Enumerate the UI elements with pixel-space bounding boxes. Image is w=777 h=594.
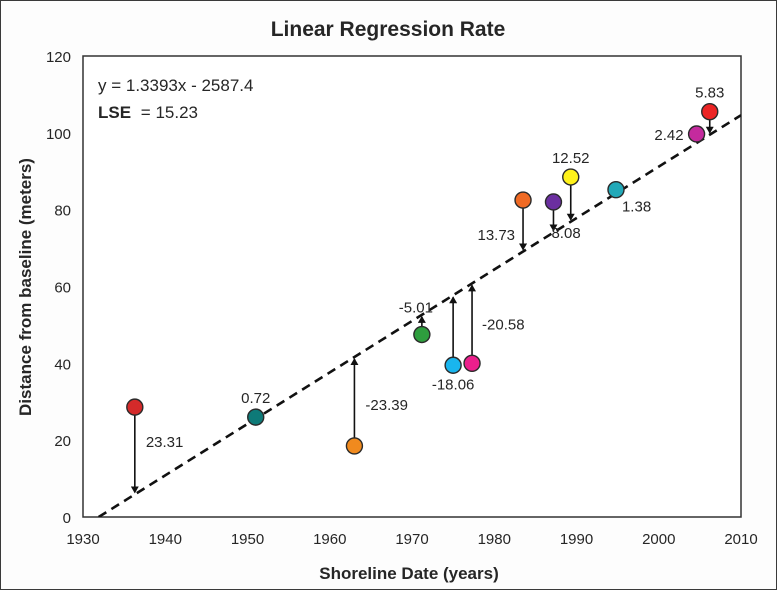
x-tick-label: 1950 [231,531,264,548]
y-tick-label: 120 [46,49,71,66]
y-tick-label: 80 [54,203,71,220]
chart-title: Linear Regression Rate [271,18,506,41]
data-point [544,193,563,211]
data-point [345,437,364,455]
residual-label: 5.83 [695,85,724,102]
x-tick-labels: 1930 1940 1950 1960 1970 1980 1990 2000 2010 [66,531,757,548]
data-point [607,180,625,199]
residual-label: -18.06 [432,376,475,393]
y-tick-label: 100 [46,126,71,143]
x-tick-label: 2010 [724,531,757,548]
residual-labels: 23.31 0.72 -23.39 -5.01 -18.06 -20.58 13.73 8.0… [146,85,725,451]
data-point [413,325,431,344]
x-tick-label: 1940 [149,531,182,548]
residual-label: 0.72 [241,390,270,407]
residual-label: 8.08 [551,225,580,242]
y-tick-label: 60 [54,280,71,297]
data-points [126,103,719,455]
data-point [514,191,532,209]
regression-equation: y = 1.3393x - 2587.4 [98,76,253,95]
data-point [701,103,719,121]
data-point [247,408,265,426]
residual-arrows [130,119,714,494]
data-point [463,354,481,373]
x-tick-label: 1970 [395,531,428,548]
lse-annotation: LSE = 15.23 [98,103,198,122]
x-tick-label: 1930 [66,531,99,548]
data-point [687,125,706,143]
plot-area [82,55,742,518]
residual-label: 23.31 [146,434,184,451]
y-tick-label: 20 [54,433,71,450]
data-point [126,398,144,416]
residual-label: 12.52 [552,150,590,167]
x-tick-label: 1990 [560,531,593,548]
lse-label: LSE [98,103,131,122]
y-tick-label: 40 [54,356,71,373]
x-tick-label: 2000 [642,531,675,548]
x-tick-label: 1980 [478,531,511,548]
y-tick-labels: 0 20 40 60 80 100 120 [46,49,71,527]
data-point [444,356,462,374]
residual-label: -5.01 [399,300,433,317]
x-axis-label: Shoreline Date (years) [319,564,499,583]
residual-label: 13.73 [477,227,515,244]
y-axis-label: Distance from baseline (meters) [16,158,35,416]
y-tick-label: 0 [63,510,71,527]
residual-label: 1.38 [622,199,651,216]
lse-value: = 15.23 [141,103,198,122]
residual-label: 2.42 [654,127,683,144]
residual-label: -23.39 [365,397,408,414]
data-point [562,168,580,186]
residual-label: -20.58 [482,316,525,333]
x-tick-label: 1960 [313,531,346,548]
